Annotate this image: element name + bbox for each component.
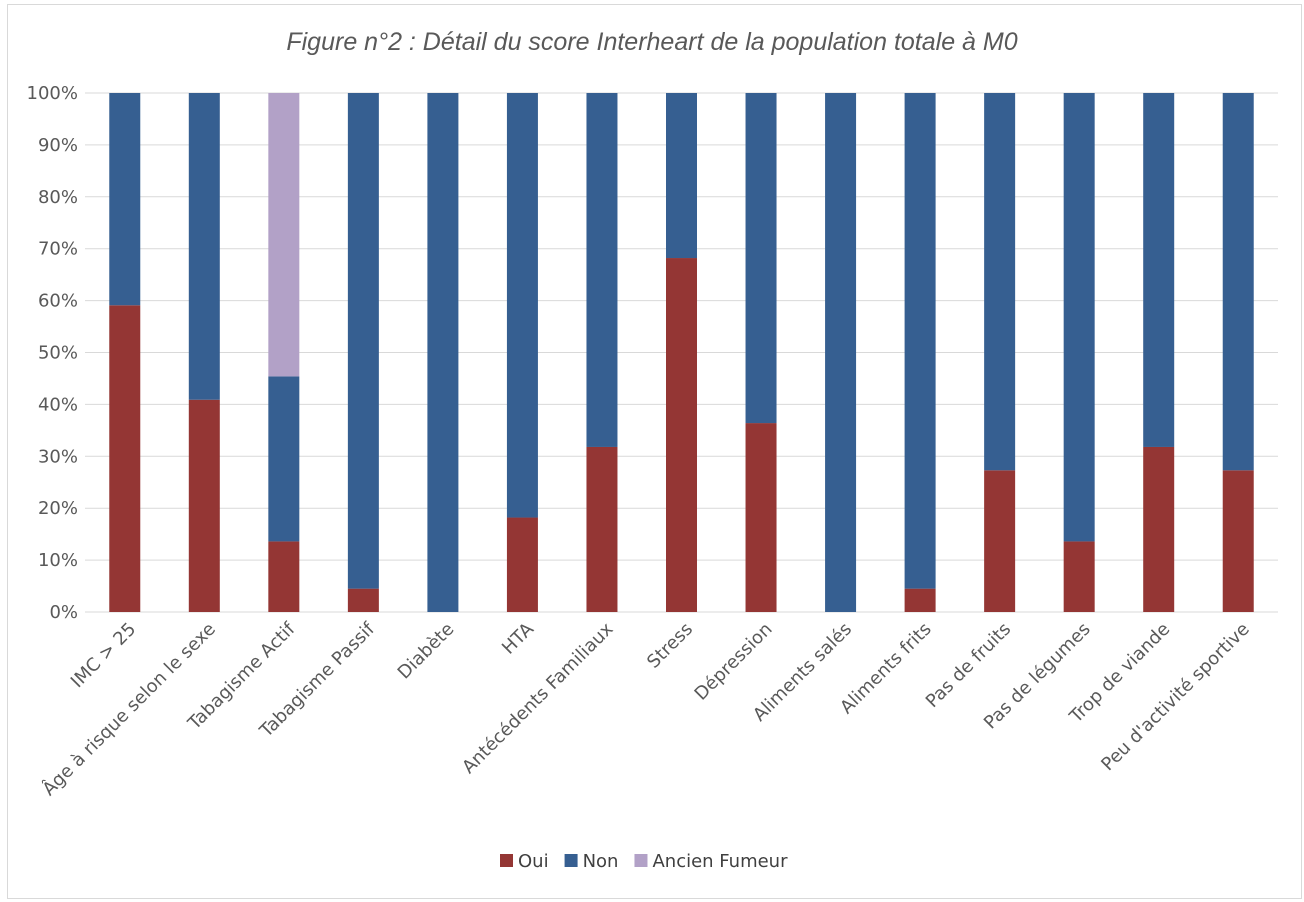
- y-tick-label: 60%: [38, 291, 78, 312]
- bar-oui: [268, 541, 300, 612]
- y-tick-label: 80%: [38, 187, 78, 208]
- bar-oui: [1222, 470, 1254, 612]
- legend: Oui Non Ancien Fumeur: [500, 851, 788, 872]
- bar-non: [109, 93, 141, 306]
- bar-oui: [1063, 541, 1095, 612]
- y-tick-label: 30%: [38, 446, 78, 467]
- bar-non: [1222, 93, 1254, 471]
- bar-oui: [188, 399, 220, 612]
- y-tick-label: 70%: [38, 239, 78, 260]
- bar-non: [825, 93, 857, 612]
- legend-swatch: [634, 854, 648, 867]
- legend-swatch: [564, 854, 578, 867]
- x-category-label: Diabète: [394, 619, 459, 684]
- bar-non: [745, 93, 777, 424]
- bar-non: [1063, 93, 1095, 542]
- y-tick-label: 50%: [38, 343, 78, 364]
- x-category-label: Dépression: [691, 619, 777, 705]
- bar-oui: [347, 588, 379, 612]
- x-category-label: Stress: [643, 619, 697, 673]
- bar-non: [904, 93, 936, 589]
- bar-oui: [904, 588, 936, 612]
- bar-non: [984, 93, 1016, 471]
- x-category-label: Âge à risque selon le sexe: [38, 618, 220, 800]
- y-tick-label: 10%: [38, 550, 78, 571]
- bar-oui: [506, 517, 538, 612]
- bar-non: [1143, 93, 1175, 447]
- legend-label: Ancien Fumeur: [652, 851, 788, 872]
- y-tick-label: 0%: [49, 602, 78, 623]
- bar-oui: [745, 423, 777, 612]
- y-tick-label: 20%: [38, 498, 78, 519]
- x-category-label: Peu d'activité sportive: [1097, 619, 1253, 775]
- bar-oui: [1143, 446, 1175, 612]
- bar-non: [188, 93, 220, 400]
- bar-ancien-fumeur: [268, 93, 300, 377]
- y-tick-label: 90%: [38, 135, 78, 156]
- chart-title: Figure n°2 : Détail du score Interheart …: [286, 28, 1018, 56]
- bar-non: [506, 93, 538, 518]
- bar-non: [586, 93, 618, 447]
- y-tick-label: 100%: [27, 83, 78, 104]
- bar-oui: [666, 258, 697, 612]
- legend-swatch: [500, 854, 513, 867]
- legend-label: Oui: [518, 851, 549, 872]
- bar-oui: [109, 305, 141, 612]
- bar-non: [268, 376, 300, 542]
- legend-label: Non: [583, 851, 619, 872]
- bars: [109, 93, 1254, 612]
- bar-non: [427, 93, 459, 612]
- x-category-label: Antécédents Familiaux: [458, 618, 618, 778]
- y-tick-label: 40%: [38, 394, 78, 415]
- bar-non: [347, 93, 379, 589]
- bar-non: [666, 93, 697, 259]
- x-category-label: IMC > 25: [67, 619, 140, 692]
- x-category-label: HTA: [498, 618, 538, 658]
- bar-oui: [984, 470, 1016, 612]
- y-axis-tick-labels: 0% 10% 20% 30% 40% 50% 60% 70% 80% 90% 100%: [27, 83, 78, 623]
- bar-oui: [586, 446, 618, 612]
